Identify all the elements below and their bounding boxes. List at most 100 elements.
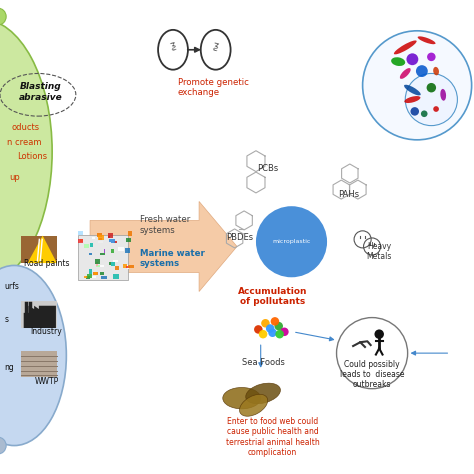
Ellipse shape bbox=[427, 83, 436, 92]
Circle shape bbox=[363, 31, 472, 140]
Bar bbox=[100, 253, 105, 255]
Ellipse shape bbox=[433, 106, 439, 112]
Ellipse shape bbox=[400, 68, 410, 79]
Ellipse shape bbox=[246, 383, 281, 404]
Text: Lotions: Lotions bbox=[17, 152, 47, 161]
Bar bbox=[128, 231, 132, 236]
Text: Could possibly
leads to  disease
outbreaks: Could possibly leads to disease outbreak… bbox=[340, 360, 404, 389]
Ellipse shape bbox=[223, 388, 261, 409]
Bar bbox=[113, 274, 119, 279]
Text: n cream: n cream bbox=[7, 138, 42, 146]
Bar bbox=[113, 260, 118, 262]
Bar bbox=[89, 253, 92, 255]
Bar bbox=[111, 239, 115, 243]
Circle shape bbox=[337, 318, 408, 389]
Circle shape bbox=[261, 319, 270, 328]
Ellipse shape bbox=[404, 85, 421, 95]
Text: Sea Foods: Sea Foods bbox=[242, 358, 284, 367]
Ellipse shape bbox=[416, 65, 428, 77]
Bar bbox=[79, 239, 83, 243]
Bar bbox=[78, 231, 82, 235]
Text: PAHs: PAHs bbox=[338, 190, 359, 199]
Text: Promote genetic
exchange: Promote genetic exchange bbox=[178, 78, 249, 97]
Bar bbox=[109, 262, 111, 265]
Circle shape bbox=[374, 329, 384, 339]
Bar bbox=[123, 264, 127, 268]
Text: PBDEs: PBDEs bbox=[226, 233, 253, 241]
Ellipse shape bbox=[404, 96, 420, 103]
Bar bbox=[94, 272, 97, 275]
Bar bbox=[114, 241, 117, 243]
Polygon shape bbox=[90, 201, 237, 292]
Circle shape bbox=[275, 330, 284, 338]
Bar bbox=[88, 274, 91, 278]
Bar bbox=[83, 275, 88, 278]
Circle shape bbox=[271, 317, 279, 326]
Ellipse shape bbox=[440, 89, 446, 100]
Circle shape bbox=[268, 328, 277, 337]
Circle shape bbox=[254, 325, 263, 334]
Circle shape bbox=[256, 206, 327, 277]
Bar bbox=[118, 246, 124, 251]
Text: Marine water
systems: Marine water systems bbox=[140, 249, 205, 268]
Bar bbox=[98, 235, 104, 240]
Text: WWTP: WWTP bbox=[34, 377, 59, 386]
Ellipse shape bbox=[427, 53, 436, 61]
Bar bbox=[92, 237, 95, 239]
Bar bbox=[104, 249, 105, 253]
Bar bbox=[95, 259, 100, 264]
Bar bbox=[21, 301, 57, 328]
Circle shape bbox=[266, 324, 274, 333]
Bar bbox=[89, 269, 92, 274]
Bar bbox=[109, 239, 111, 242]
Circle shape bbox=[280, 328, 289, 336]
Bar bbox=[125, 248, 130, 253]
Polygon shape bbox=[24, 306, 56, 328]
Text: Fresh water
systems: Fresh water systems bbox=[140, 216, 190, 235]
Text: ƺ: ƺ bbox=[169, 40, 177, 52]
Text: microplastic: microplastic bbox=[273, 239, 310, 244]
Ellipse shape bbox=[410, 107, 419, 116]
Text: Industry: Industry bbox=[31, 328, 62, 336]
Bar bbox=[100, 275, 107, 279]
Bar bbox=[78, 235, 128, 280]
Bar bbox=[21, 351, 57, 377]
Bar bbox=[115, 266, 119, 270]
Ellipse shape bbox=[0, 265, 66, 446]
Bar bbox=[21, 236, 57, 263]
Bar bbox=[98, 241, 103, 243]
Bar bbox=[80, 239, 83, 242]
Bar bbox=[90, 243, 93, 247]
Circle shape bbox=[259, 330, 267, 338]
Bar bbox=[99, 238, 102, 240]
Bar bbox=[86, 276, 90, 279]
Bar bbox=[96, 265, 100, 267]
Circle shape bbox=[0, 8, 6, 25]
Bar bbox=[109, 233, 113, 238]
Bar bbox=[97, 233, 102, 237]
Circle shape bbox=[405, 73, 457, 126]
Bar bbox=[127, 265, 128, 269]
Text: Road paints: Road paints bbox=[24, 259, 69, 267]
Text: Blasting
abrasive: Blasting abrasive bbox=[18, 82, 62, 101]
Circle shape bbox=[0, 437, 6, 454]
Bar bbox=[100, 273, 104, 275]
Text: s: s bbox=[5, 316, 9, 324]
Bar bbox=[108, 236, 110, 238]
Text: Heavy
Metals: Heavy Metals bbox=[366, 242, 392, 261]
Text: oducts: oducts bbox=[12, 124, 40, 132]
Text: ƺ: ƺ bbox=[212, 40, 219, 52]
Bar bbox=[93, 272, 98, 275]
Text: Enter to food web could
cause public health and
terrestrial animal health
compli: Enter to food web could cause public hea… bbox=[226, 417, 319, 457]
Bar bbox=[126, 266, 130, 268]
Ellipse shape bbox=[421, 110, 428, 117]
Text: ng: ng bbox=[5, 363, 15, 372]
Polygon shape bbox=[27, 236, 57, 263]
Bar bbox=[128, 264, 134, 268]
Ellipse shape bbox=[418, 36, 436, 44]
Bar bbox=[111, 249, 114, 253]
Ellipse shape bbox=[0, 19, 52, 284]
Text: Accumulation
of pollutants: Accumulation of pollutants bbox=[238, 287, 307, 306]
Text: urfs: urfs bbox=[5, 283, 19, 291]
Bar bbox=[100, 264, 104, 266]
